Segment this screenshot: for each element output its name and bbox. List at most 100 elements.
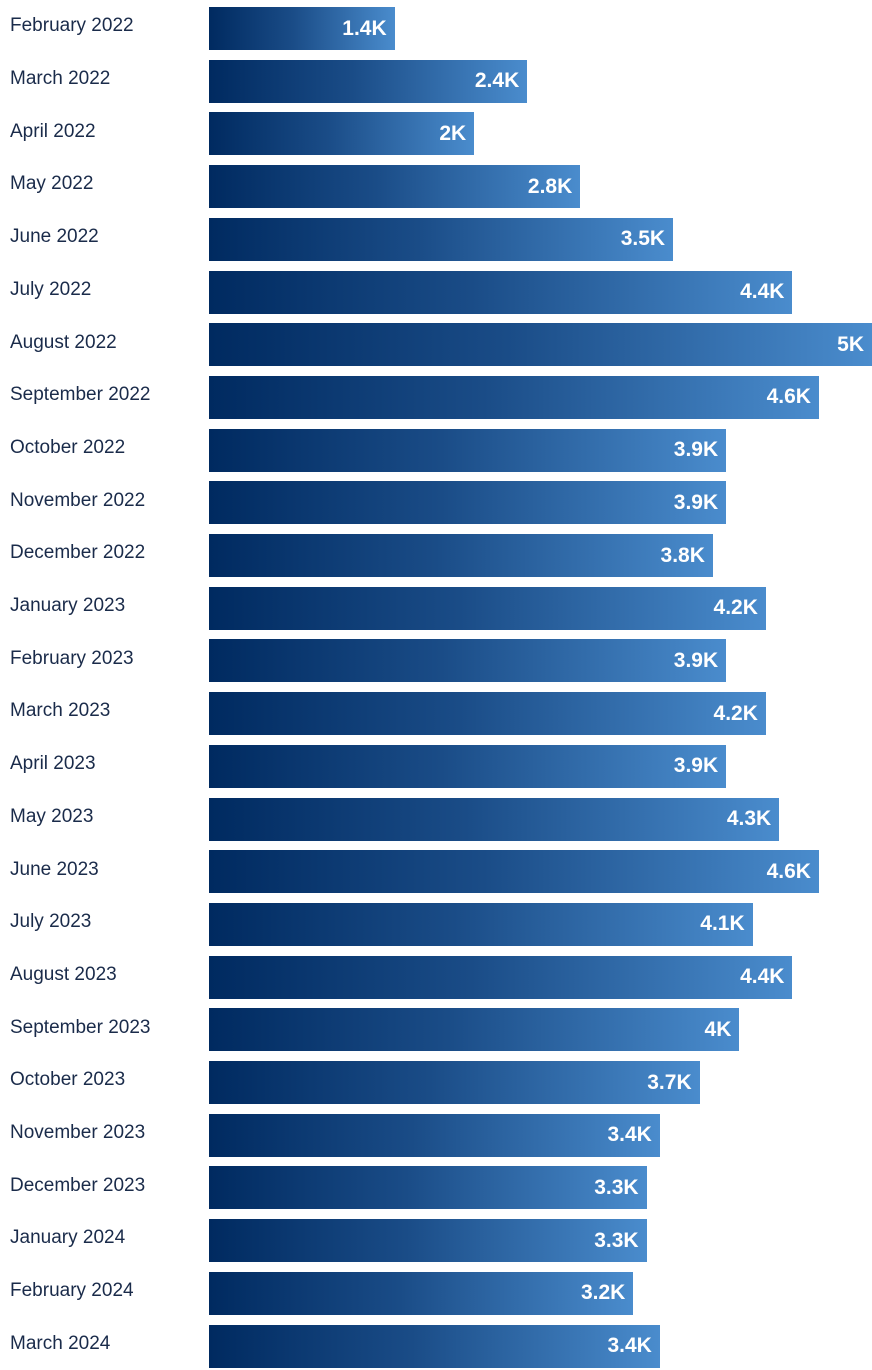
data-label: 3.8K [661, 544, 705, 568]
bar-row: December 2023 3.3K [0, 1159, 872, 1212]
bar: 2K [209, 112, 474, 155]
data-label: 4.2K [714, 596, 758, 620]
bar: 3.9K [209, 639, 726, 682]
bar: 2.8K [209, 165, 580, 208]
category-label: February 2022 [10, 0, 134, 53]
bar: 3.9K [209, 429, 726, 472]
bar-row: September 2022 4.6K [0, 369, 872, 422]
bar: 4.4K [209, 956, 792, 999]
bar-row: August 2022 5K [0, 316, 872, 369]
bar: 3.4K [209, 1114, 660, 1157]
category-label: June 2022 [10, 211, 99, 264]
bar: 3.7K [209, 1061, 700, 1104]
bar-row: February 2024 3.2K [0, 1265, 872, 1318]
bar: 4.1K [209, 903, 753, 946]
data-label: 3.9K [674, 754, 718, 778]
category-label: October 2022 [10, 422, 125, 475]
category-label: June 2023 [10, 843, 99, 896]
bar: 1.4K [209, 7, 395, 50]
data-label: 3.9K [674, 491, 718, 515]
category-label: December 2023 [10, 1159, 145, 1212]
bar-row: June 2022 3.5K [0, 211, 872, 264]
data-label: 4.4K [740, 965, 784, 989]
data-label: 4K [705, 1018, 732, 1042]
bar-row: April 2023 3.9K [0, 738, 872, 791]
data-label: 1.4K [342, 17, 386, 41]
bar-row: March 2024 3.4K [0, 1318, 872, 1370]
category-label: February 2024 [10, 1265, 134, 1318]
bar-row: August 2023 4.4K [0, 949, 872, 1002]
data-label: 3.9K [674, 438, 718, 462]
bar: 3.3K [209, 1219, 647, 1262]
bar: 4.3K [209, 798, 779, 841]
bar: 3.4K [209, 1325, 660, 1368]
category-label: December 2022 [10, 527, 145, 580]
bar-row: May 2022 2.8K [0, 158, 872, 211]
data-label: 3.3K [594, 1176, 638, 1200]
data-label: 3.4K [607, 1334, 651, 1358]
bar: 3.2K [209, 1272, 633, 1315]
bar: 4.2K [209, 692, 766, 735]
category-label: January 2023 [10, 580, 125, 633]
category-label: May 2023 [10, 791, 93, 844]
bar-row: November 2022 3.9K [0, 474, 872, 527]
data-label: 2.8K [528, 175, 572, 199]
data-label: 4.6K [767, 860, 811, 884]
category-label: April 2022 [10, 105, 96, 158]
category-label: November 2023 [10, 1107, 145, 1160]
data-label: 3.9K [674, 649, 718, 673]
bar-row: November 2023 3.4K [0, 1107, 872, 1160]
data-label: 4.4K [740, 280, 784, 304]
category-label: January 2024 [10, 1212, 125, 1265]
bar-row: May 2023 4.3K [0, 791, 872, 844]
category-label: April 2023 [10, 738, 96, 791]
bar: 3.3K [209, 1166, 647, 1209]
data-label: 4.3K [727, 807, 771, 831]
bar: 2.4K [209, 60, 527, 103]
data-label: 3.3K [594, 1229, 638, 1253]
bar-row: October 2022 3.9K [0, 422, 872, 475]
bar: 5K [209, 323, 872, 366]
bar: 4K [209, 1008, 739, 1051]
data-label: 2.4K [475, 69, 519, 93]
category-label: February 2023 [10, 632, 134, 685]
bar-row: December 2022 3.8K [0, 527, 872, 580]
data-label: 3.5K [621, 227, 665, 251]
bar-row: February 2022 1.4K [0, 0, 872, 53]
bar: 3.9K [209, 745, 726, 788]
bar: 3.5K [209, 218, 673, 261]
bar-row: March 2023 4.2K [0, 685, 872, 738]
category-label: October 2023 [10, 1054, 125, 1107]
data-label: 3.4K [607, 1123, 651, 1147]
category-label: August 2023 [10, 949, 117, 1002]
bar-row: March 2022 2.4K [0, 53, 872, 106]
category-label: March 2023 [10, 685, 110, 738]
data-label: 2K [439, 122, 466, 146]
bar: 3.8K [209, 534, 713, 577]
data-label: 3.7K [647, 1071, 691, 1095]
data-label: 4.2K [714, 702, 758, 726]
data-label: 4.1K [700, 912, 744, 936]
bar-row: June 2023 4.6K [0, 843, 872, 896]
bar-row: January 2023 4.2K [0, 580, 872, 633]
category-label: September 2022 [10, 369, 151, 422]
category-label: August 2022 [10, 316, 117, 369]
data-label: 5K [837, 333, 864, 357]
bar-row: July 2022 4.4K [0, 264, 872, 317]
bar-row: April 2022 2K [0, 105, 872, 158]
category-label: May 2022 [10, 158, 93, 211]
bar-row: October 2023 3.7K [0, 1054, 872, 1107]
category-label: November 2022 [10, 474, 145, 527]
data-label: 3.2K [581, 1281, 625, 1305]
bar-row: February 2023 3.9K [0, 632, 872, 685]
category-label: July 2022 [10, 264, 91, 317]
bar: 3.9K [209, 481, 726, 524]
category-label: March 2024 [10, 1318, 110, 1370]
category-label: March 2022 [10, 53, 110, 106]
bar: 4.6K [209, 376, 819, 419]
bar: 4.2K [209, 587, 766, 630]
data-label: 4.6K [767, 385, 811, 409]
